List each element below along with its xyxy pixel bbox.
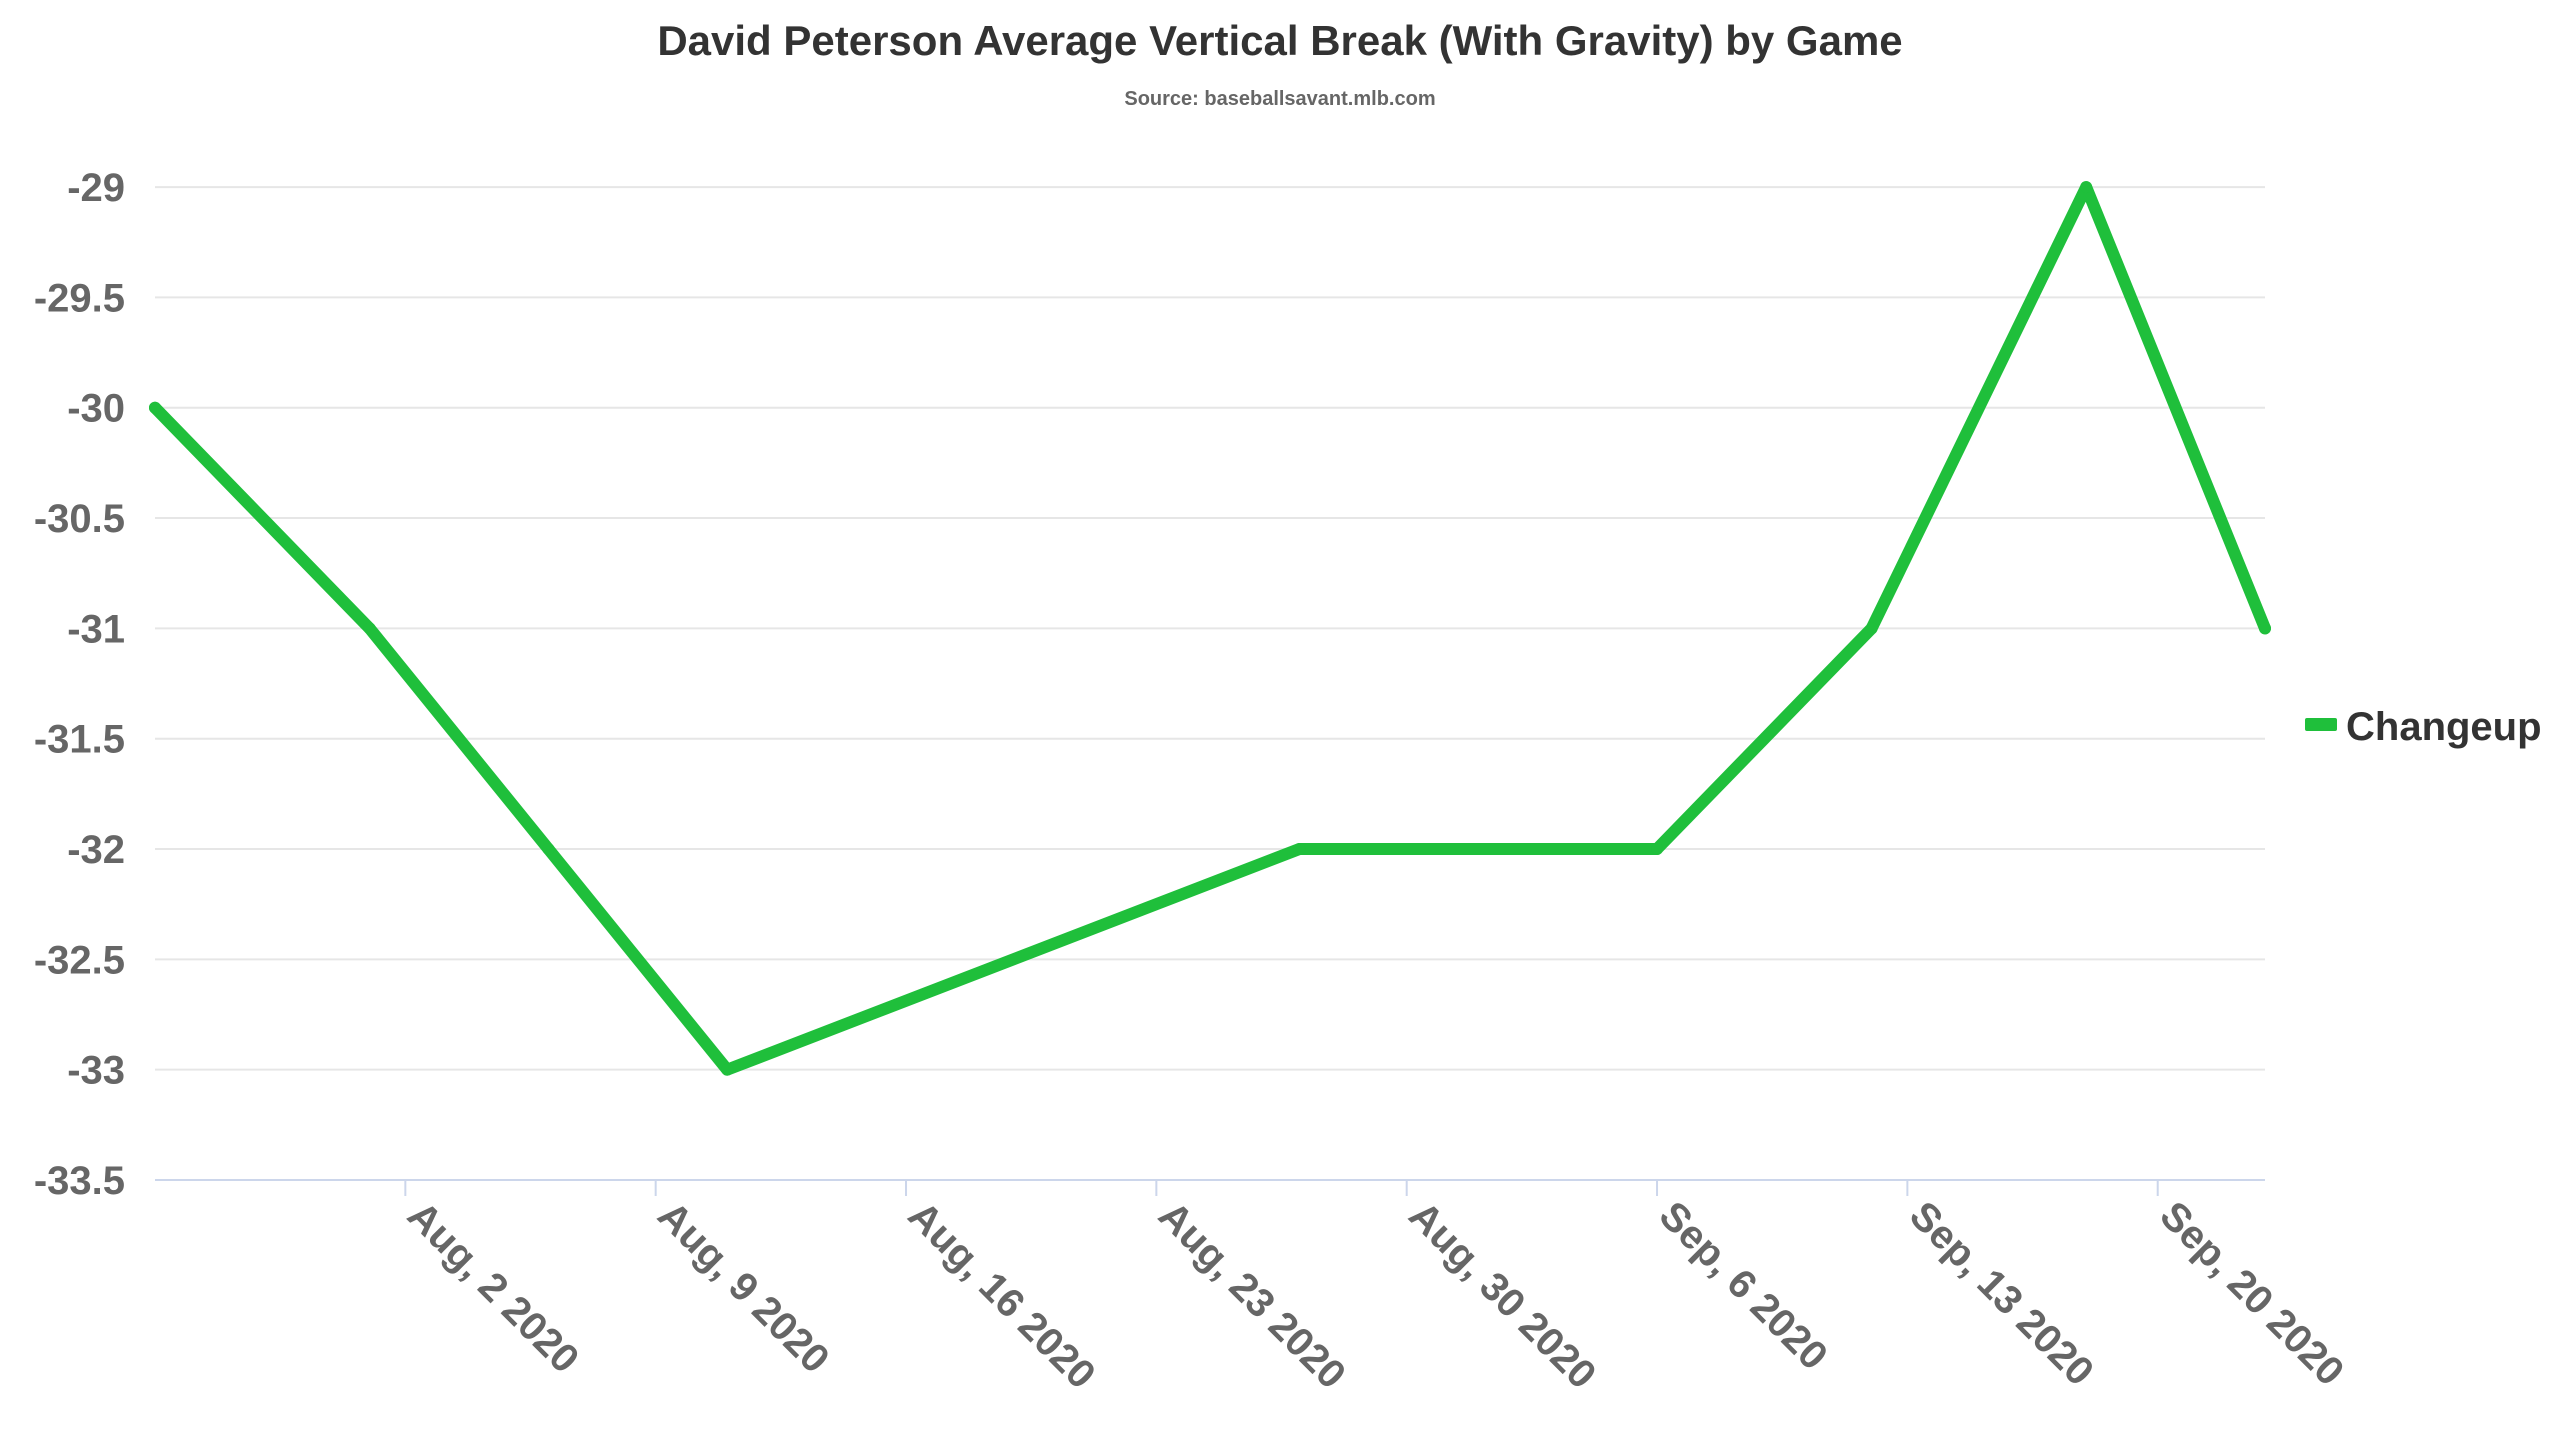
x-axis: Aug, 2 2020 Aug, 9 2020 Aug, 16 2020 Aug, 2… <box>155 1179 2352 1397</box>
x-tick-label: Aug, 9 2020 <box>649 1193 837 1381</box>
x-tick-label: Aug, 23 2020 <box>1150 1193 1354 1397</box>
y-tick-label: -30.5 <box>34 497 125 541</box>
data-point[interactable] <box>2259 622 2271 635</box>
data-point[interactable] <box>1651 843 1664 856</box>
y-tick-label: -31 <box>67 607 125 651</box>
grid-layer <box>155 186 2265 1071</box>
y-tick-label: -32.5 <box>34 938 125 982</box>
legend[interactable]: Changeup <box>2305 705 2542 749</box>
data-point[interactable] <box>721 1063 734 1076</box>
y-tick-label: -31.5 <box>34 718 125 762</box>
y-tick-label: -33 <box>67 1049 125 1093</box>
x-tick-label: Aug, 2 2020 <box>399 1193 587 1381</box>
y-tick-label: -30 <box>67 387 125 431</box>
legend-label-changeup[interactable]: Changeup <box>2346 705 2542 749</box>
x-tick-label: Sep, 13 2020 <box>1901 1193 2102 1394</box>
y-axis: -29 -29.5 -30 -30.5 -31 -31.5 -32 -32.5 -33 -33.5 <box>34 166 125 1203</box>
chart-subtitle: Source: baseballsavant.mlb.com <box>1124 88 1435 110</box>
data-point[interactable] <box>363 622 376 635</box>
x-tick-label: Sep, 6 2020 <box>1651 1193 1836 1378</box>
legend-swatch-changeup <box>2305 718 2337 731</box>
y-tick-label: -29 <box>67 166 125 210</box>
y-tick-label: -29.5 <box>34 276 125 320</box>
chart-title: David Peterson Average Vertical Break (W… <box>657 17 1902 64</box>
y-tick-label: -33.5 <box>34 1159 125 1203</box>
data-point[interactable] <box>2080 181 2093 194</box>
x-tick-label: Sep, 20 2020 <box>2151 1193 2352 1394</box>
data-point[interactable] <box>149 401 161 414</box>
data-point[interactable] <box>542 843 555 856</box>
series-layer <box>149 181 2271 1076</box>
data-point[interactable] <box>1293 843 1306 856</box>
x-tick-label: Aug, 30 2020 <box>1400 1193 1604 1397</box>
x-tick-label: Aug, 16 2020 <box>900 1193 1104 1397</box>
y-tick-label: -32 <box>67 828 125 872</box>
data-point[interactable] <box>1865 622 1878 635</box>
